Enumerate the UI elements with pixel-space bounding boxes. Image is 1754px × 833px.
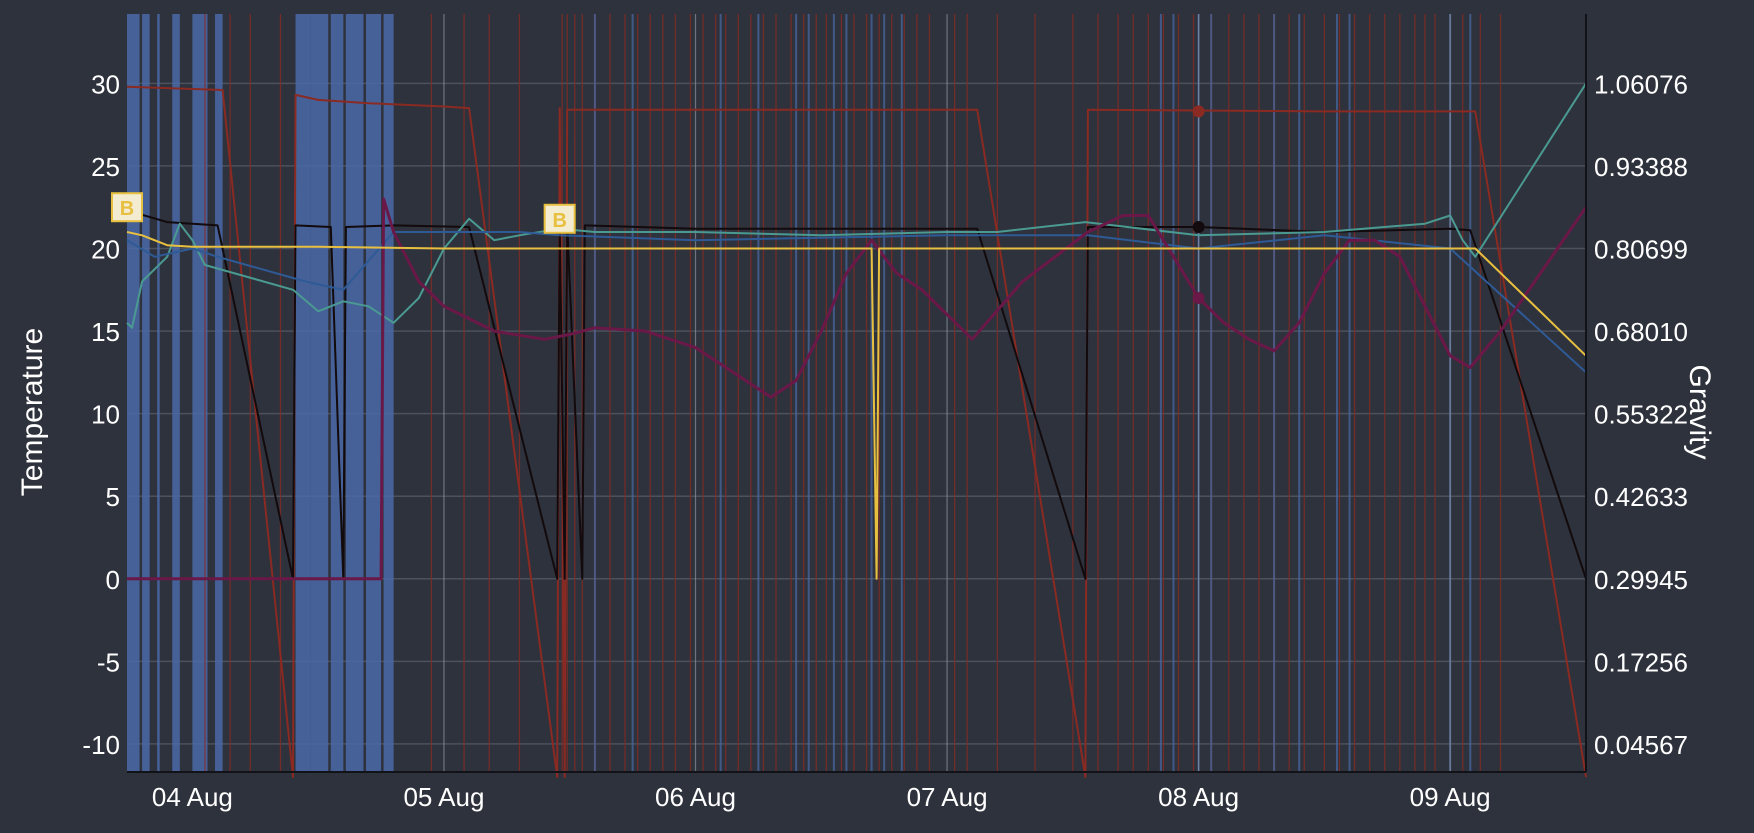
blue-band	[157, 14, 160, 772]
y-left-tick-label: 25	[91, 152, 120, 182]
blue-band	[310, 14, 329, 772]
x-tick-label: 05 Aug	[403, 782, 484, 812]
point-marker	[1192, 221, 1205, 234]
y-left-tick-label: -10	[82, 730, 120, 760]
point-marker	[1192, 105, 1205, 118]
annotation-marker-b: B	[111, 192, 143, 223]
y-right-tick-label: 0.29945	[1594, 565, 1688, 595]
x-tick-label: 06 Aug	[655, 782, 736, 812]
x-tick-label: 09 Aug	[1410, 782, 1491, 812]
y-right-tick-label: 0.42633	[1594, 482, 1688, 512]
y-left-tick-label: 30	[91, 69, 120, 99]
blue-band	[142, 14, 150, 772]
blue-band	[295, 14, 311, 772]
blue-band	[217, 14, 223, 772]
y-right-tick-label: 0.17256	[1594, 647, 1688, 677]
point-marker	[1192, 292, 1205, 305]
series-line-purple	[127, 197, 1588, 581]
annotation-marker-box	[111, 192, 143, 223]
y-left-tick-label: 0	[106, 565, 120, 595]
y-right-tick-label: 0.55322	[1594, 400, 1688, 430]
y-right-tick-label: 0.80699	[1594, 235, 1688, 265]
blue-band	[383, 14, 394, 772]
series-line-yellow	[126, 231, 1587, 580]
series-line-teal	[126, 82, 1587, 329]
blue-band	[345, 14, 364, 772]
blue-band	[127, 14, 140, 772]
y-left-tick-label: 15	[91, 317, 120, 347]
y-left-tick-label: -5	[97, 647, 120, 677]
annotation-marker-label: B	[120, 198, 134, 220]
y-axis-left-label: Temperature	[16, 328, 49, 496]
y-right-tick-label: 0.04567	[1594, 730, 1688, 760]
annotation-marker-box	[543, 203, 576, 234]
x-tick-label: 04 Aug	[152, 782, 233, 812]
y-right-tick-label: 0.68010	[1594, 317, 1688, 347]
y-axis-right-label: Gravity	[1683, 364, 1716, 459]
axis-layer: 30 25 20 15 10 5 0 -5 -10 1.06076 0.93388 0.80699 0.…	[82, 14, 1688, 812]
annotation-marker-b: B	[543, 203, 576, 234]
x-tick-label: 08 Aug	[1158, 782, 1239, 812]
y-left-tick-label: 20	[91, 235, 120, 265]
annotation-marker-label: B	[552, 210, 566, 232]
blue-band	[215, 14, 218, 772]
y-right-tick-label: 0.93388	[1594, 152, 1688, 182]
series-line-red_lines	[126, 85, 1587, 778]
y-right-tick-label: 1.06076	[1594, 69, 1688, 99]
vline-layer	[204, 14, 1502, 772]
x-tick-label: 07 Aug	[907, 782, 988, 812]
y-left-tick-label: 5	[106, 482, 120, 512]
y-left-tick-label: 10	[91, 400, 120, 430]
blue-band	[365, 14, 382, 772]
marker-layer: BB	[111, 105, 1205, 305]
series-line-blue_series	[126, 231, 1587, 374]
blue-band	[192, 14, 208, 772]
blue-band	[172, 14, 180, 772]
